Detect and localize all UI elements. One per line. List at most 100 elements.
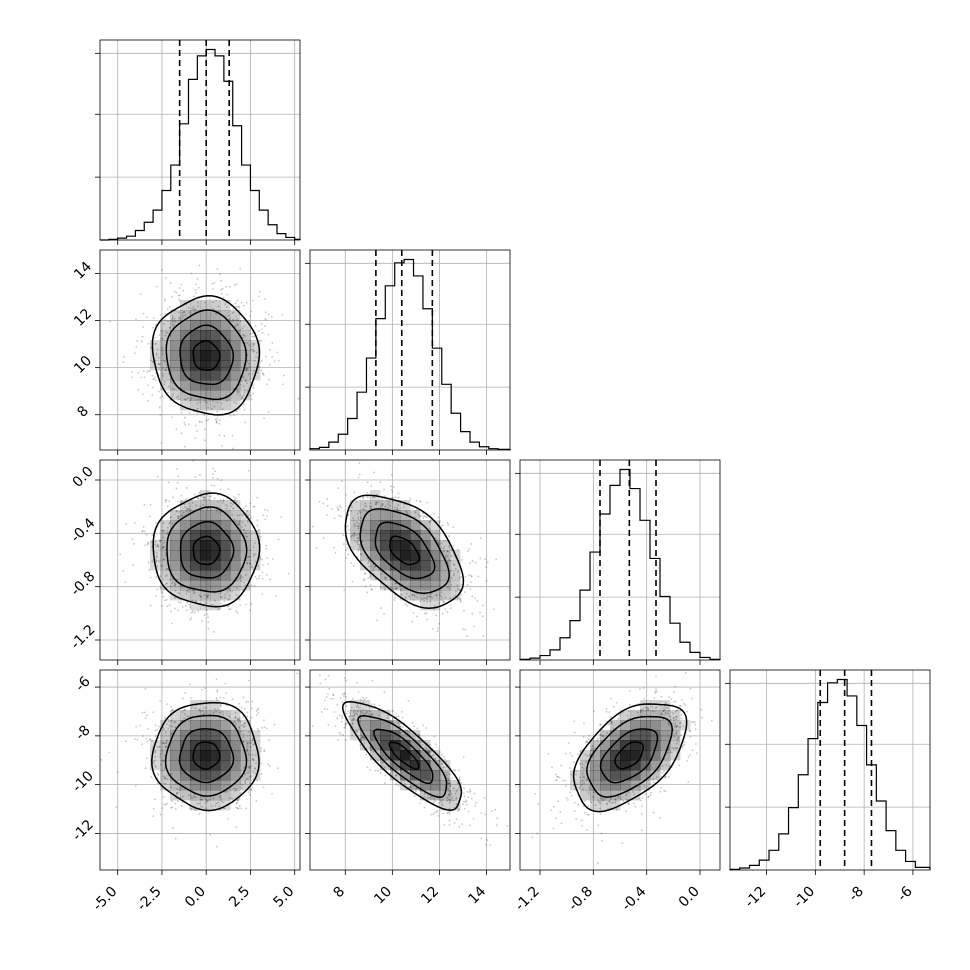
sample-point [370,505,373,508]
sample-point [471,595,474,598]
sample-point [163,803,166,806]
sample-point [679,705,681,707]
sample-point [556,778,558,781]
sample-point [248,344,251,347]
sample-point [336,717,339,720]
sample-point [422,517,425,519]
sample-point [242,529,245,532]
sample-point [169,282,172,285]
sample-point [365,753,368,756]
sample-point [192,589,194,592]
sample-point [187,715,190,718]
density-pixel [180,350,191,361]
sample-point [448,535,450,537]
sample-point [465,799,468,802]
sample-point [164,552,167,555]
sample-point [216,708,219,711]
panel-clip-group [520,670,720,870]
sample-point [485,579,488,582]
density-pixel [580,750,591,761]
sample-point [672,734,675,737]
sample-point [360,559,362,562]
sample-point [459,599,462,602]
sample-point [652,781,655,784]
sample-point [176,609,179,612]
sample-point [663,709,665,712]
sample-point [264,325,267,328]
sample-point [363,737,366,740]
sample-point [448,824,451,826]
sample-point [396,509,399,511]
density-pixel [610,770,621,781]
density-pixel [350,540,361,551]
sample-point [185,487,188,489]
sample-point [193,452,195,454]
density-pixel [650,730,661,741]
density-pixel [220,310,231,321]
sample-point [398,509,400,512]
density-pixel [180,330,191,341]
sample-point [250,779,252,782]
sample-point [175,791,178,794]
sample-point [448,580,451,583]
density-pixel [240,740,251,751]
density-pixel [380,510,391,521]
sample-point [280,516,283,519]
density-pixel [370,710,381,721]
sample-point [411,620,414,623]
sample-point [414,511,417,514]
sample-point [380,607,383,609]
sample-point [187,507,190,510]
sample-point [496,817,499,820]
sample-point [231,434,234,437]
sample-point [165,740,168,743]
sample-point [219,592,222,594]
density-pixel [200,780,211,791]
sample-point [184,692,187,694]
sample-point [212,476,214,479]
sample-point [400,781,403,783]
sample-point [584,800,586,803]
sample-point [156,728,158,731]
density-pixel [190,710,201,721]
sample-point [237,391,239,394]
sample-point [485,566,488,569]
sample-point [165,568,168,571]
sample-point [296,672,299,675]
sample-point [573,810,576,812]
sample-point [637,711,639,714]
sample-point [249,766,252,769]
sample-point [228,318,231,321]
sample-point [282,383,284,386]
sample-point [359,511,362,514]
sample-point [415,509,418,512]
sample-point [375,500,378,503]
sample-point [175,468,178,470]
density-pixel [420,750,431,761]
density-pixel [200,730,211,741]
sample-point [164,361,167,363]
sample-point [440,799,442,802]
sample-point [390,488,393,491]
sample-point [337,739,340,741]
density-pixel [200,800,211,811]
sample-point [254,772,257,775]
density-pixel [230,530,241,541]
scatter-panel-0-2: -1.2-0.8-0.40.0 [68,459,301,665]
sample-point [435,811,438,813]
sample-point [199,401,201,404]
sample-point [655,688,657,691]
sample-point [571,754,573,757]
sample-point [585,761,588,764]
sample-point [194,600,197,603]
sample-point [198,492,200,495]
sample-point [432,801,435,804]
sample-point [412,784,415,787]
sample-point [258,528,260,531]
density-pixel [180,390,191,401]
sample-point [233,787,236,790]
density-pixel [400,590,411,601]
sample-point [621,842,624,845]
sample-point [320,711,323,713]
sample-point [159,587,162,589]
